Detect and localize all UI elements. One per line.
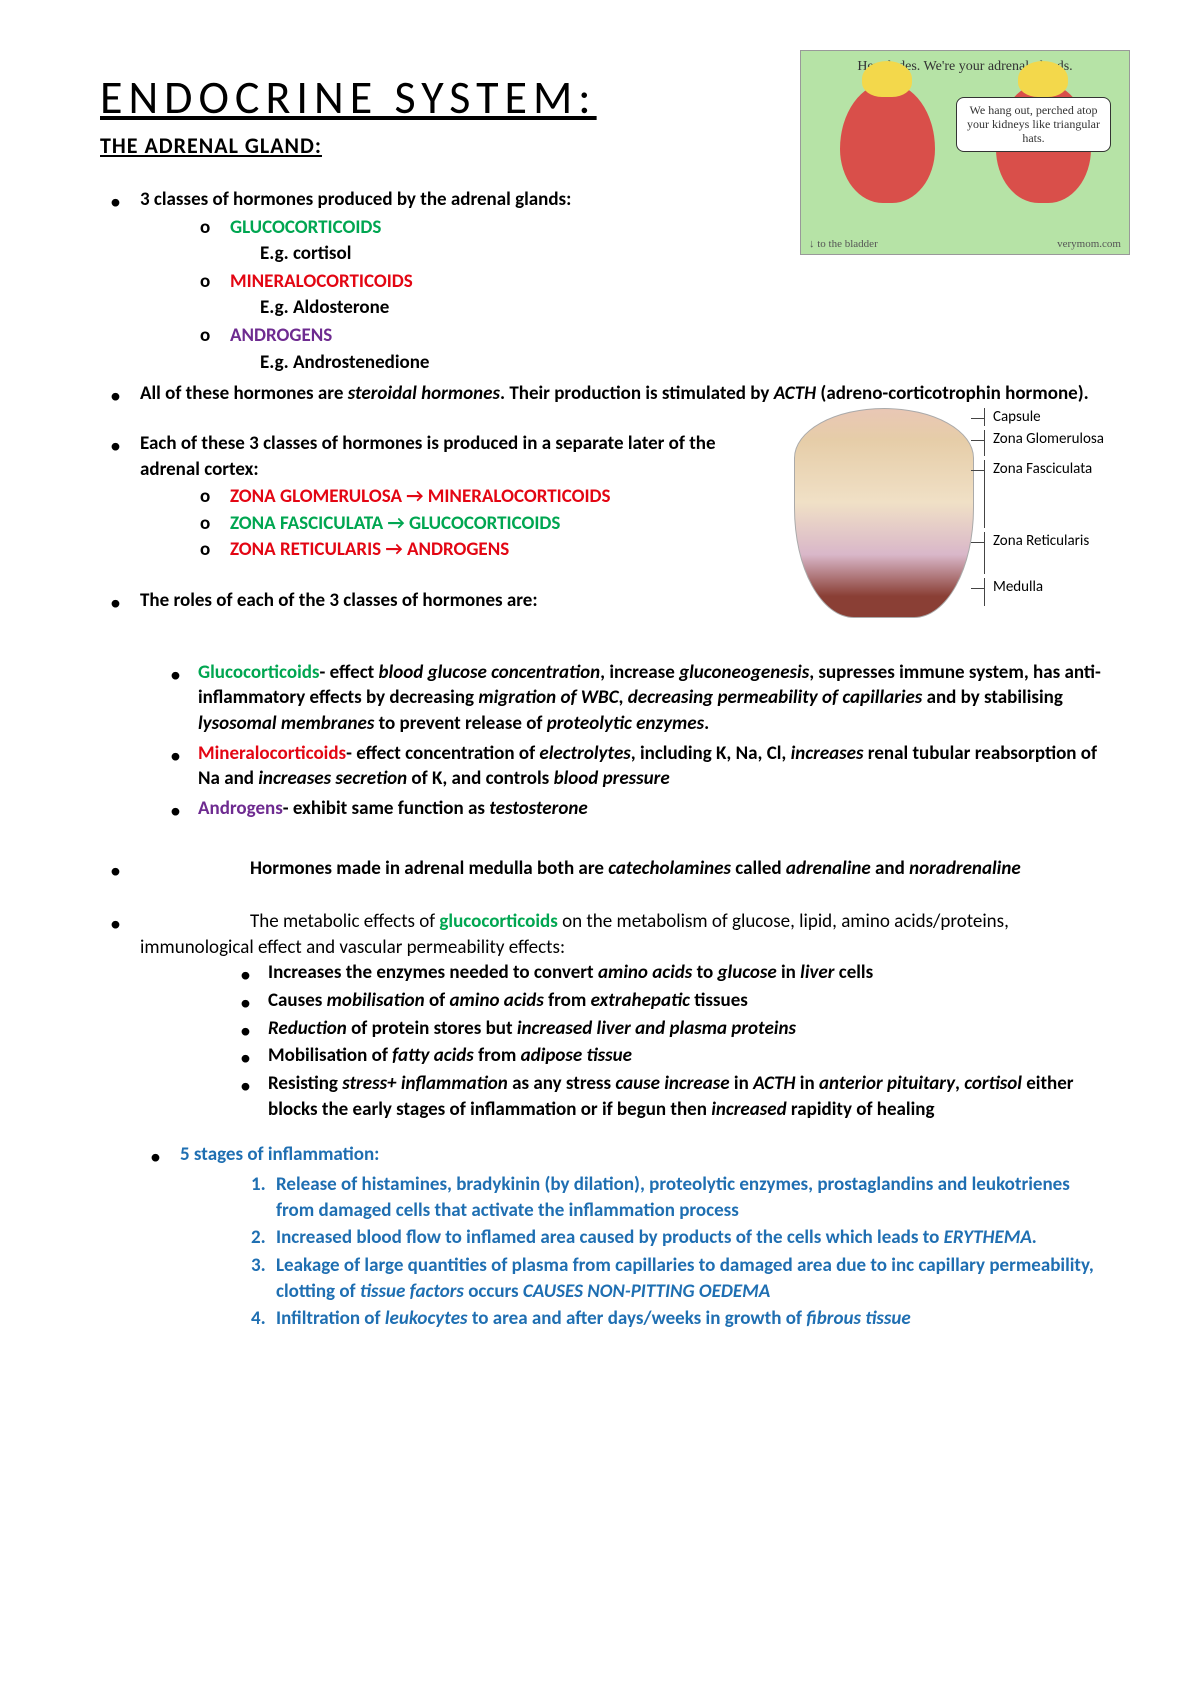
- role-androgens: Androgens- exhibit same function as test…: [170, 796, 1110, 822]
- roles-intro: The roles of each of the 3 classes of ho…: [140, 589, 538, 612]
- class-mineralocorticoids: MINERALOCORTICOIDS: [230, 270, 413, 293]
- cartoon-caption: Hey dudes. We're your adrenal glands.: [809, 59, 1121, 75]
- kidney-left-icon: [840, 83, 935, 203]
- metab-3: Reduction of protein stores but increase…: [240, 1016, 1110, 1042]
- intro-bullet: 3 classes of hormones produced by the ad…: [100, 187, 1110, 375]
- layers-bullet: Each of these 3 classes of hormones is p…: [100, 431, 1110, 564]
- class-androgens: ANDROGENS: [230, 324, 332, 347]
- stages-title: 5 stages of inflammation:: [180, 1143, 379, 1166]
- zone-glomerulosa: ZONA GLOMERULOSA → MINERALOCORTICOIDS: [230, 485, 611, 508]
- intro-text: 3 classes of hormones produced by the ad…: [140, 188, 571, 211]
- medulla-bullet: Hormones made in adrenal medulla both ar…: [100, 856, 1110, 882]
- metabolic-bullet: The metabolic effects of glucocorticoids…: [100, 909, 1110, 1122]
- role-mineralocorticoids: Mineralocorticoids- effect concentration…: [170, 741, 1110, 792]
- roles-bullet: The roles of each of the 3 classes of ho…: [100, 588, 1110, 614]
- role-glucocorticoids: Glucocorticoids- effect blood glucose co…: [170, 660, 1110, 737]
- cartoon-bubble: We hang out, perched atop your kidneys l…: [956, 97, 1111, 152]
- class1-eg: E.g. cortisol: [140, 241, 1110, 267]
- stages-bullet: 5 stages of inflammation: Release of his…: [140, 1142, 1110, 1331]
- metab-1: Increases the enzymes needed to convert …: [240, 960, 1110, 986]
- metab-5: Resisting stress+ inflammation as any st…: [240, 1071, 1110, 1122]
- metab-4: Mobilisation of fatty acids from adipose…: [240, 1043, 1110, 1069]
- stage-1: Release of histamines, bradykinin (by di…: [270, 1172, 1110, 1223]
- steroidal-bullet: All of these hormones are steroidal horm…: [100, 381, 1110, 407]
- zone-reticularis: ZONA RETICULARIS → ANDROGENS: [230, 538, 509, 561]
- zone-fasciculata: ZONA FASCICULATA → GLUCOCORTICOIDS: [230, 512, 560, 535]
- metab-2: Causes mobilisation of amino acids from …: [240, 988, 1110, 1014]
- class2-eg: E.g. Aldosterone: [140, 295, 1110, 321]
- stage-3: Leakage of large quantities of plasma fr…: [270, 1253, 1110, 1304]
- class3-eg: E.g. Androstenedione: [140, 350, 1110, 376]
- class-glucocorticoids: GLUCOCORTICOIDS: [230, 216, 381, 239]
- stage-4: Infiltration of leukocytes to area and a…: [270, 1306, 1110, 1332]
- label-capsule: Capsule: [984, 408, 1104, 426]
- stage-2: Increased blood flow to inflamed area ca…: [270, 1225, 1110, 1251]
- layers-intro: Each of these 3 classes of hormones is p…: [140, 432, 716, 481]
